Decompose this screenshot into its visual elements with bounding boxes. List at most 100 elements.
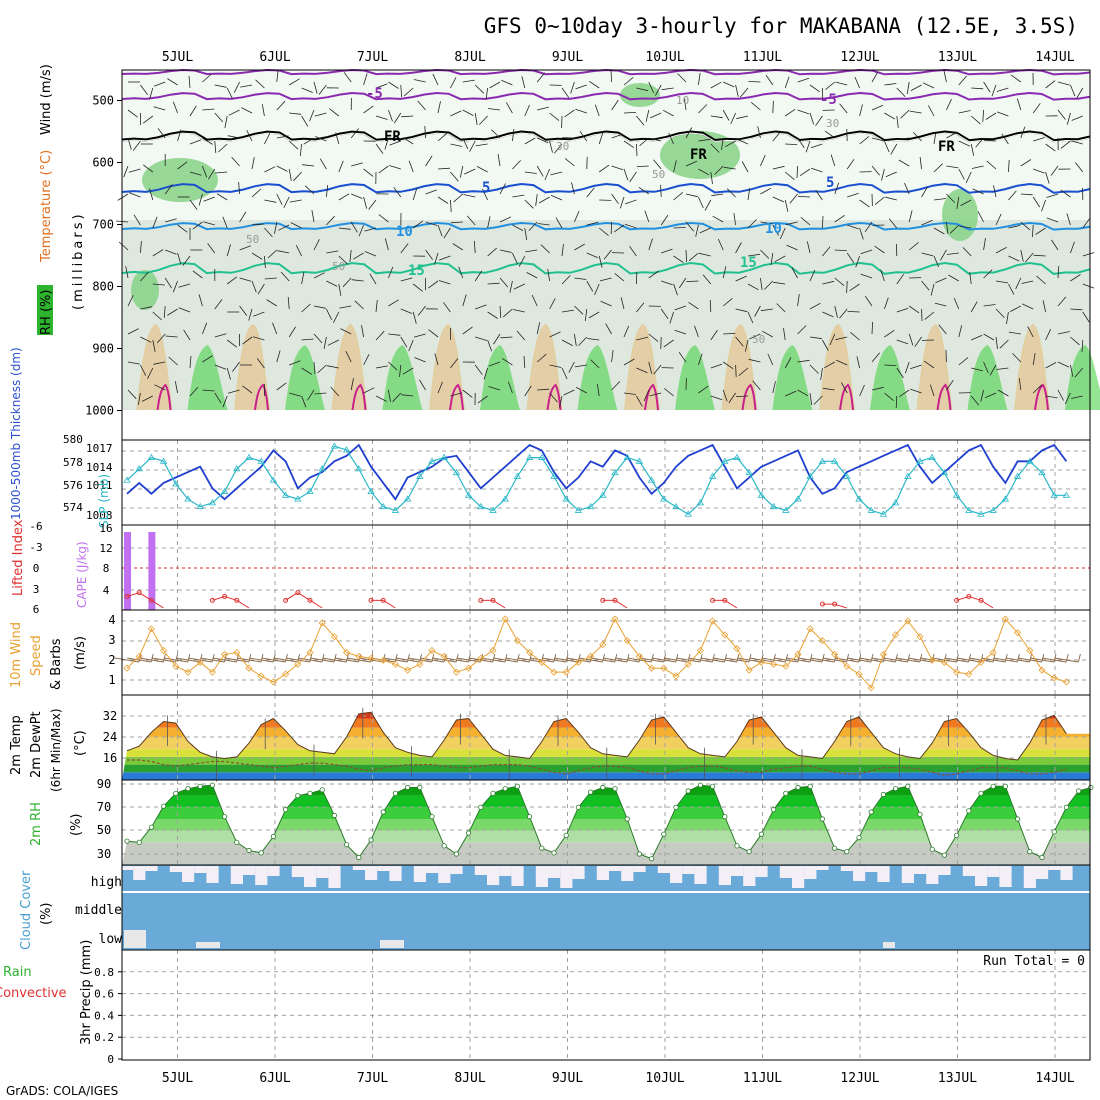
wind-barb <box>730 112 736 125</box>
wind-barb <box>1057 361 1070 368</box>
rh-point <box>746 849 752 855</box>
wind-barb <box>772 196 784 203</box>
high-cloud-gap <box>804 866 817 879</box>
wind-barb <box>539 196 550 204</box>
cape-bar <box>124 532 131 610</box>
high-cloud-gap <box>206 866 219 883</box>
wind-barb <box>339 305 352 309</box>
high-cloud-gap <box>426 866 439 873</box>
wind-barb <box>353 252 364 260</box>
wind-barb <box>946 252 959 255</box>
slp-point <box>769 502 778 510</box>
wind-barb <box>676 657 701 663</box>
wind-barb <box>154 384 166 391</box>
wind-barb <box>686 280 699 282</box>
wind-barb <box>462 79 475 83</box>
wind-barb <box>636 336 649 341</box>
wind-barb <box>824 361 835 369</box>
rh-point <box>892 786 899 792</box>
rh-point <box>990 783 996 789</box>
high-cloud-gap <box>377 866 390 871</box>
wind-barb <box>797 359 810 363</box>
wind-barb <box>700 657 725 663</box>
wind-barb <box>289 199 302 203</box>
wind-barb <box>907 657 933 663</box>
slp-point <box>916 457 924 464</box>
high-cloud-gap <box>291 866 304 877</box>
wind-barb <box>477 395 488 404</box>
wind-barb <box>313 333 323 344</box>
slp-point <box>184 495 192 502</box>
cape-ylabel-li: Lifted Index <box>11 519 26 596</box>
wind-barb <box>747 253 760 257</box>
wind-barb <box>188 657 213 663</box>
wind-barb <box>424 125 426 139</box>
wind-barb <box>611 165 624 171</box>
wind-barb <box>822 246 831 257</box>
rh-moist-region <box>131 270 159 310</box>
rh-point <box>539 845 545 851</box>
wind-barb <box>904 361 910 374</box>
slp-point <box>269 476 278 483</box>
contour-label: -5 <box>366 86 383 102</box>
cape-axis-titles: Lifted Index CAPE (J/kg) <box>11 519 89 608</box>
wind-barb <box>846 657 872 663</box>
high-cloud-gap <box>499 866 512 876</box>
wind-barb <box>1045 80 1056 89</box>
cloud-panel: high middle low <box>75 864 1091 951</box>
wind-barb <box>239 305 248 316</box>
wind-barb <box>940 249 947 261</box>
rh-point <box>441 843 447 849</box>
wind-barb <box>493 333 501 345</box>
rh-point <box>478 804 484 810</box>
wind-tick-label: 2 <box>108 653 115 667</box>
wind-barb <box>660 184 662 198</box>
rh-moist-region <box>660 131 740 179</box>
wind-barb <box>178 307 191 313</box>
wind-barb <box>1070 274 1081 282</box>
high-cloud-gap <box>633 866 646 872</box>
wind-barb <box>537 223 550 226</box>
wind-barb <box>202 137 213 145</box>
wind-barb-flag <box>1065 653 1069 663</box>
cape-tick-right: 12 <box>99 542 112 555</box>
rh-point <box>502 786 508 792</box>
wind-barb <box>864 221 873 233</box>
wind-barb <box>673 283 678 296</box>
wind-barb <box>487 339 493 352</box>
wind-barb <box>333 311 340 323</box>
wind-barb <box>847 224 859 230</box>
wind-barb <box>935 277 947 284</box>
wind-barb <box>946 132 958 139</box>
wind-barb <box>309 109 315 122</box>
wind-barb <box>198 193 203 206</box>
wind-barb <box>202 73 212 83</box>
li-line-segment <box>151 599 164 609</box>
wind-barb <box>468 657 493 663</box>
wind-barb <box>1016 98 1022 111</box>
wind-barb <box>172 101 178 114</box>
li-line-segment <box>309 599 323 609</box>
top-date-label: 10JUL <box>645 50 684 65</box>
wind-barb <box>342 277 352 288</box>
rh-point <box>734 843 740 849</box>
rh-moist-plume <box>870 345 910 410</box>
wind-barb <box>636 143 638 157</box>
wind-barb <box>566 657 591 663</box>
wind-barb <box>871 165 880 176</box>
wind-barb <box>773 657 798 663</box>
wind-barb <box>605 323 612 335</box>
wind-barb <box>524 227 528 240</box>
rh-ylabel-2: (%) <box>69 814 84 837</box>
wind-barb <box>326 185 329 198</box>
wind-barb <box>450 143 463 147</box>
wind-speed-point <box>745 666 753 674</box>
wind-speed-point <box>782 662 790 670</box>
wind-barb <box>1020 249 1024 262</box>
li-point <box>124 594 130 599</box>
wind-barb <box>908 305 920 314</box>
wind-barb <box>276 350 281 363</box>
high-cloud-gap <box>718 866 731 885</box>
wind-barb <box>744 339 749 352</box>
wind-barb <box>226 244 231 257</box>
